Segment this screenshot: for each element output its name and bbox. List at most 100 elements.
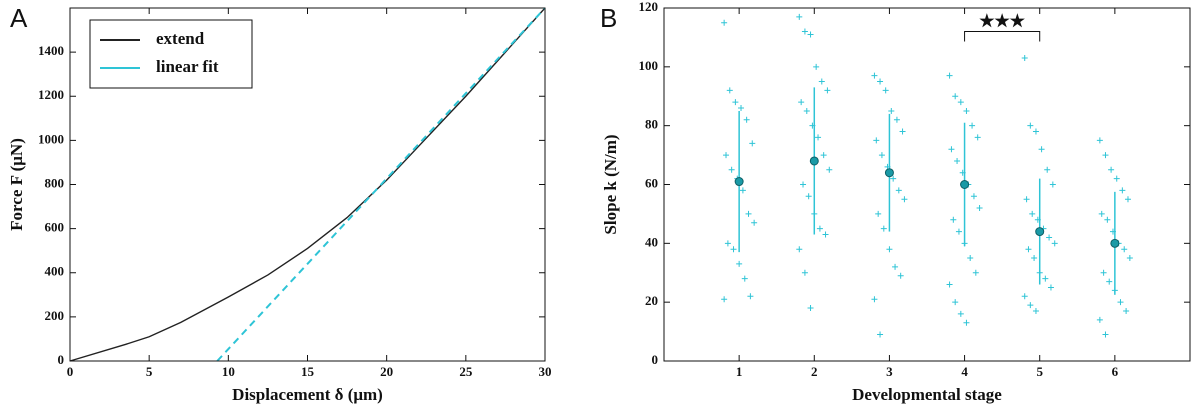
point bbox=[957, 310, 964, 317]
point bbox=[963, 107, 970, 114]
point bbox=[890, 175, 897, 182]
point bbox=[901, 196, 908, 203]
point bbox=[976, 205, 983, 212]
point bbox=[818, 78, 825, 85]
legend-box bbox=[89, 19, 253, 89]
point bbox=[1102, 331, 1109, 338]
point bbox=[801, 269, 808, 276]
point bbox=[1102, 152, 1109, 159]
point bbox=[946, 72, 953, 79]
point bbox=[724, 240, 731, 247]
y-axis-label: Slope k (N/m) bbox=[601, 134, 620, 234]
point bbox=[948, 146, 955, 153]
y-tick-label: 100 bbox=[639, 58, 659, 73]
panel-label: A bbox=[10, 3, 28, 33]
point bbox=[1124, 196, 1131, 203]
point bbox=[1027, 122, 1034, 129]
point bbox=[730, 246, 737, 253]
y-tick-label: 200 bbox=[45, 308, 65, 323]
point bbox=[871, 72, 878, 79]
y-axis-label: Force F (μN) bbox=[7, 138, 26, 231]
y-tick-label: 0 bbox=[58, 352, 65, 367]
point bbox=[815, 134, 822, 141]
point bbox=[732, 99, 739, 106]
significance-bracket bbox=[964, 31, 1041, 42]
x-tick-label: 20 bbox=[380, 364, 393, 379]
mean-marker bbox=[1035, 227, 1045, 237]
point bbox=[1021, 293, 1028, 300]
mean-marker bbox=[960, 180, 970, 189]
point bbox=[880, 225, 887, 232]
point bbox=[871, 296, 878, 303]
point bbox=[1104, 216, 1111, 223]
point bbox=[728, 166, 735, 173]
point bbox=[1126, 255, 1133, 262]
plot-frame bbox=[663, 7, 1191, 362]
y-tick-label: 120 bbox=[639, 0, 659, 14]
x-tick-label: 3 bbox=[886, 364, 893, 379]
point bbox=[822, 231, 829, 238]
point bbox=[1029, 210, 1036, 217]
point bbox=[741, 275, 748, 282]
line bbox=[69, 7, 546, 362]
point bbox=[1117, 299, 1124, 306]
point bbox=[807, 31, 814, 38]
legend-label: extend bbox=[156, 29, 205, 48]
x-axis-label: Developmental stage bbox=[852, 385, 1002, 404]
point bbox=[888, 107, 895, 114]
point bbox=[897, 272, 904, 279]
y-tick-label: 60 bbox=[645, 175, 658, 190]
significance-label: ★★★ bbox=[979, 11, 1025, 30]
point bbox=[969, 122, 976, 129]
x-tick-label: 4 bbox=[961, 364, 968, 379]
mean-marker bbox=[884, 168, 894, 178]
x-tick-label: 1 bbox=[736, 364, 743, 379]
point bbox=[1098, 210, 1105, 217]
point bbox=[1123, 307, 1130, 314]
y-tick-label: 1200 bbox=[38, 87, 64, 102]
point bbox=[1113, 175, 1120, 182]
point bbox=[1046, 234, 1053, 241]
point bbox=[946, 281, 953, 288]
point bbox=[1106, 278, 1113, 285]
panel-label: B bbox=[600, 3, 617, 33]
point bbox=[957, 99, 964, 106]
point bbox=[726, 87, 733, 94]
point bbox=[878, 152, 885, 159]
point bbox=[1042, 275, 1049, 282]
point bbox=[877, 331, 884, 338]
point bbox=[893, 116, 900, 123]
x-axis-label: Displacement δ (μm) bbox=[232, 385, 383, 404]
point bbox=[974, 134, 981, 141]
point bbox=[972, 269, 979, 276]
y-tick-label: 400 bbox=[45, 264, 65, 279]
point bbox=[1025, 246, 1032, 253]
y-tick-label: 600 bbox=[45, 220, 65, 235]
point bbox=[739, 187, 746, 194]
point bbox=[736, 260, 743, 267]
point bbox=[813, 63, 820, 70]
x-tick-label: 10 bbox=[222, 364, 235, 379]
point bbox=[1032, 128, 1039, 135]
point bbox=[892, 263, 899, 270]
point bbox=[800, 181, 807, 188]
point bbox=[886, 246, 893, 253]
point bbox=[1047, 284, 1054, 291]
point bbox=[743, 116, 750, 123]
x-tick-label: 25 bbox=[459, 364, 473, 379]
point bbox=[1023, 196, 1030, 203]
point bbox=[816, 225, 823, 232]
point bbox=[882, 87, 889, 94]
point bbox=[899, 128, 906, 135]
mean-marker bbox=[809, 156, 819, 166]
x-tick-label: 30 bbox=[539, 364, 552, 379]
point bbox=[796, 13, 803, 20]
point bbox=[747, 293, 754, 300]
point bbox=[723, 152, 730, 159]
y-tick-label: 1000 bbox=[38, 131, 64, 146]
point bbox=[805, 193, 812, 200]
point bbox=[877, 78, 884, 85]
y-tick-label: 40 bbox=[645, 234, 658, 249]
point bbox=[955, 228, 962, 235]
